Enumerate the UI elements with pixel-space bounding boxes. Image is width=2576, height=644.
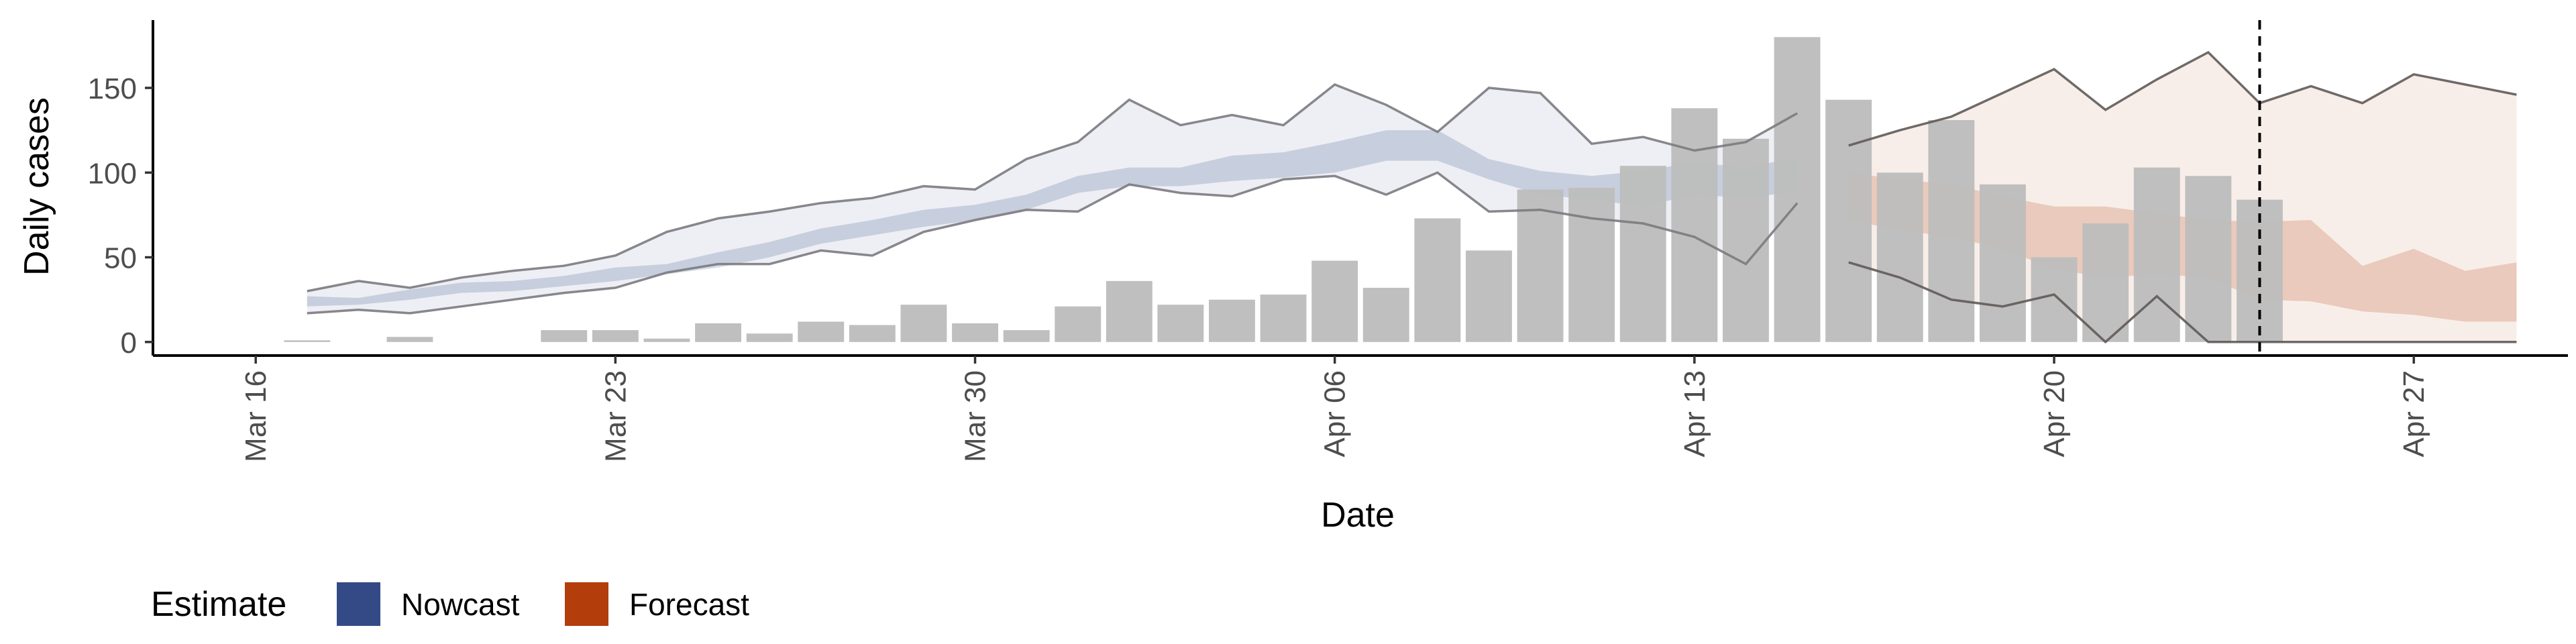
forecast-upper-interval-line <box>1848 50 2517 147</box>
case-bar <box>2082 223 2129 342</box>
case-bar <box>1003 330 1050 342</box>
case-bar <box>1311 260 1358 342</box>
case-bar <box>2133 167 2180 342</box>
case-bar <box>1209 299 1255 342</box>
case-bar <box>2185 176 2232 342</box>
case-bar <box>1723 138 1769 342</box>
case-bar <box>592 330 639 342</box>
case-bar <box>1414 218 1461 342</box>
case-bar <box>643 338 690 342</box>
y-axis-ticks: 0 50 100 150 <box>88 72 153 360</box>
case-bar <box>1774 37 1821 342</box>
case-bar <box>1568 188 1615 342</box>
case-bar <box>1517 189 1564 342</box>
legend-label-nowcast: Nowcast <box>401 587 520 622</box>
legend-title: Estimate <box>151 585 286 624</box>
case-bar <box>1362 288 1409 342</box>
y-axis-title: Daily cases <box>17 97 56 276</box>
case-bar <box>1106 280 1152 342</box>
case-bar <box>952 323 998 342</box>
case-bar <box>386 337 433 342</box>
x-tick-label: Mar 23 <box>599 370 632 462</box>
case-bar <box>1157 305 1204 342</box>
legend-swatch-forecast <box>565 582 608 626</box>
case-bar <box>1671 108 1718 342</box>
case-bar <box>695 323 741 342</box>
case-bar <box>1980 184 2026 342</box>
x-tick-label: Apr 20 <box>2038 370 2071 458</box>
nowcast-90-interval-band <box>307 85 1798 313</box>
case-bar <box>1876 172 1923 342</box>
ribbon-layer <box>307 52 2517 342</box>
forecast-lower-interval-line <box>1848 261 2517 344</box>
x-tick-label: Mar 30 <box>959 370 992 462</box>
case-bar <box>541 330 588 342</box>
bar-layer <box>284 37 2283 342</box>
y-tick-label: 0 <box>121 327 137 360</box>
x-tick-label: Apr 06 <box>1319 370 1352 458</box>
case-bar <box>1260 294 1307 342</box>
legend-label-forecast: Forecast <box>629 587 749 622</box>
nowcast-50-interval-band <box>307 130 1798 307</box>
case-bar <box>798 321 845 342</box>
case-bar <box>1928 120 1975 342</box>
legend: Estimate Nowcast Forecast <box>151 582 749 626</box>
axes <box>152 20 2568 357</box>
case-bar <box>284 340 331 342</box>
case-bar <box>746 333 793 342</box>
y-tick-label: 100 <box>88 157 137 190</box>
nowcast-upper-interval-line <box>307 83 1798 292</box>
case-bar <box>849 325 896 342</box>
x-axis-ticks: Mar 16 Mar 23 Mar 30 Apr 06 Apr 13 Apr 20 Apr … <box>239 356 2430 462</box>
x-tick-label: Apr 27 <box>2398 370 2430 458</box>
legend-swatch-nowcast <box>337 582 380 626</box>
case-bar <box>1825 99 1872 342</box>
case-bar <box>1466 250 1512 342</box>
x-axis-title: Date <box>1321 496 1395 535</box>
case-bar <box>1619 166 1666 342</box>
case-bar <box>2031 257 2078 342</box>
y-tick-label: 150 <box>88 72 137 105</box>
case-bar <box>1055 306 1102 342</box>
y-tick-label: 50 <box>104 242 137 275</box>
case-bar <box>900 305 947 342</box>
nowcast-lower-interval-line <box>307 171 1799 315</box>
interval-line-layer <box>307 50 2517 344</box>
x-tick-label: Mar 16 <box>239 370 272 462</box>
x-tick-label: Apr 13 <box>1678 370 1711 458</box>
